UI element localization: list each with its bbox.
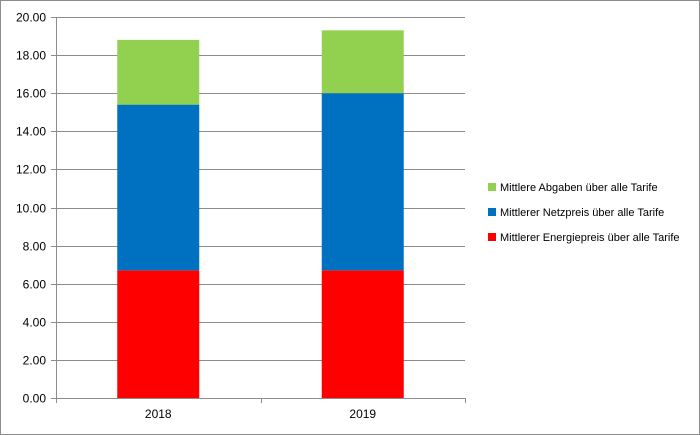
y-tick-label: 20.00: [16, 11, 46, 25]
bar-segment-2018-series-2: [117, 39, 200, 105]
legend-swatch: [488, 233, 496, 241]
legend-swatch: [488, 208, 496, 216]
y-tick-label: 4.00: [23, 316, 47, 330]
y-tick-label: 16.00: [16, 87, 46, 101]
legend-swatch: [488, 183, 496, 191]
y-tick-label: 12.00: [16, 163, 46, 177]
legend-label: Mittlerer Netzpreis über alle Tarife: [500, 207, 664, 219]
y-tick-label: 0.00: [23, 392, 47, 406]
legend: Mittlere Abgaben über alle Tarife Mittler…: [488, 182, 680, 244]
x-tick-label: 2019: [349, 407, 376, 421]
legend-label: Mittlerer Energiepreis über alle Tarife: [500, 232, 680, 244]
y-tick-label: 10.00: [16, 202, 46, 216]
bar-segment-2019-series-2: [321, 30, 404, 94]
bar-segment-2018-series-1: [117, 104, 200, 271]
y-tick-label: 2.00: [23, 354, 47, 368]
bars: [117, 30, 404, 398]
y-tick-label: 14.00: [16, 125, 46, 139]
bar-segment-2018-series-0: [117, 270, 200, 398]
bar-segment-2019-series-0: [321, 270, 404, 398]
bar-segment-2019-series-1: [321, 93, 404, 271]
y-tick-label: 18.00: [16, 49, 46, 63]
legend-label: Mittlere Abgaben über alle Tarife: [500, 182, 658, 194]
y-tick-label: 8.00: [23, 240, 47, 254]
y-tick-label: 6.00: [23, 278, 47, 292]
axes: 0.00 2.00 4.00 6.00 8.00 10.00 12.00 14.00 16.00…: [16, 11, 466, 421]
x-tick-label: 2018: [145, 407, 172, 421]
